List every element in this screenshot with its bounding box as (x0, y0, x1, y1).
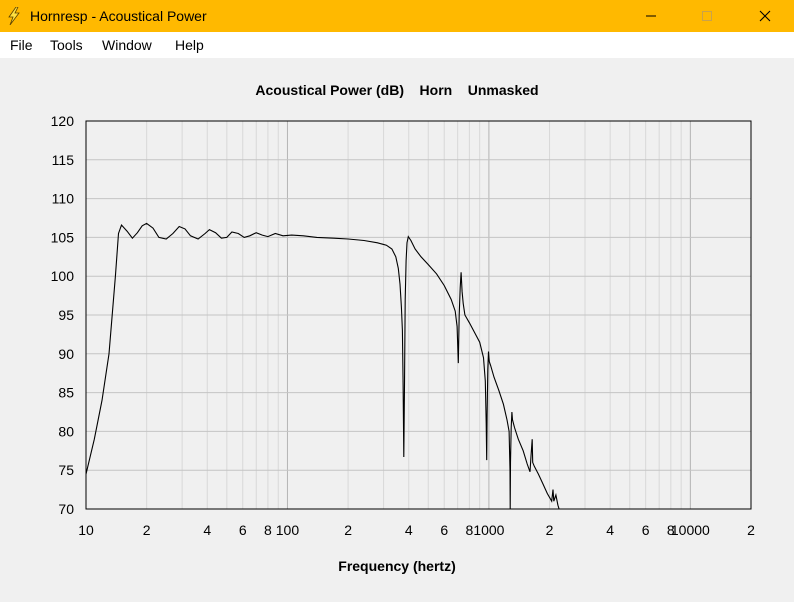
close-icon (759, 10, 771, 22)
chart-panel: Acoustical Power (dB) Horn Unmasked 120 1… (0, 58, 794, 597)
x-tick-label: 6 (440, 522, 448, 538)
chart-title: Acoustical Power (dB) Horn Unmasked (255, 82, 538, 98)
y-tick-label: 75 (58, 462, 74, 478)
grid (86, 121, 751, 509)
y-tick-label: 105 (51, 229, 75, 245)
plot-frame (85, 120, 752, 510)
x-tick-label: 6 (642, 522, 650, 538)
x-tick-label: 10000 (671, 522, 710, 538)
x-tick-label: 1000 (473, 522, 504, 538)
y-tick-label: 85 (58, 385, 74, 401)
acoustical-power-chart: Acoustical Power (dB) Horn Unmasked 1201… (51, 82, 755, 574)
menu-bar: File Tools Window Help (0, 32, 794, 58)
y-tick-label: 100 (51, 268, 75, 284)
menu-help[interactable]: Help (175, 37, 204, 53)
x-tick-label: 8 (465, 522, 473, 538)
y-tick-label: 80 (58, 423, 74, 439)
x-tick-label: 4 (405, 522, 413, 538)
minimize-icon (646, 15, 656, 17)
y-tick-label: 110 (52, 191, 75, 207)
y-tick-label: 95 (58, 307, 74, 323)
menu-window[interactable]: Window (102, 37, 152, 53)
menu-file[interactable]: File (10, 37, 33, 53)
close-button[interactable] (742, 0, 788, 32)
lightning-bolt-icon (8, 7, 20, 25)
y-tick-label: 120 (51, 113, 75, 129)
series-layer (86, 222, 560, 509)
x-tick-label: 6 (239, 522, 247, 538)
x-tick-label: 8 (264, 522, 272, 538)
x-tick-label: 2 (747, 522, 755, 538)
y-tick-label: 70 (58, 501, 74, 517)
x-tick-label: 4 (203, 522, 211, 538)
menu-tools[interactable]: Tools (50, 37, 83, 53)
y-tick-label: 90 (58, 346, 74, 362)
x-axis-label: Frequency (hertz) (338, 558, 455, 574)
window-title: Hornresp - Acoustical Power (30, 8, 207, 24)
x-tick-label: 4 (606, 522, 614, 538)
maximize-button[interactable] (684, 0, 730, 32)
minimize-button[interactable] (628, 0, 674, 32)
y-tick-labels: 120 115 110 105 100 95 90 85 80 75 70 (51, 113, 75, 517)
x-tick-label: 8 (667, 522, 675, 538)
x-tick-label: 100 (276, 522, 300, 538)
y-tick-label: 115 (52, 152, 75, 168)
title-bar: Hornresp - Acoustical Power (0, 0, 794, 32)
x-tick-label: 2 (546, 522, 554, 538)
x-tick-label: 2 (143, 522, 151, 538)
series-line-0 (86, 222, 560, 509)
maximize-icon (702, 11, 712, 21)
x-tick-label: 10 (78, 522, 94, 538)
x-tick-label: 2 (344, 522, 352, 538)
